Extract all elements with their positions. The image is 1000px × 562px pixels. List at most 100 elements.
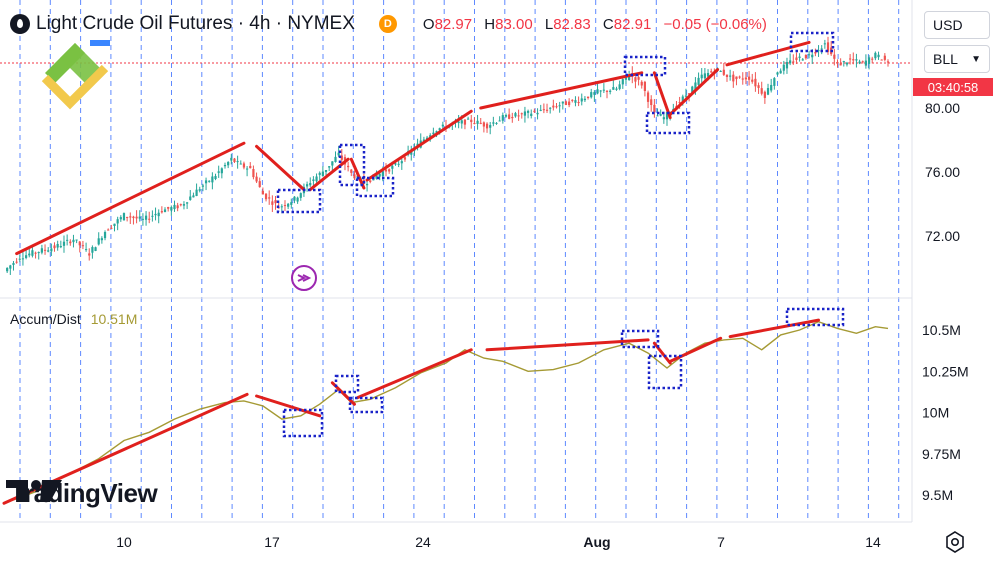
candle-body	[852, 59, 855, 61]
candle-body	[804, 54, 808, 59]
candle-body	[56, 243, 59, 248]
candle-body	[700, 74, 703, 79]
candle-body	[365, 183, 369, 186]
candle-body	[189, 196, 192, 200]
candle-body	[612, 87, 615, 90]
gear-icon[interactable]	[943, 530, 967, 554]
vertical-gridlines	[19, 0, 900, 522]
candle-body	[280, 206, 283, 208]
highlight-boxes	[276, 31, 845, 438]
candle-body	[40, 248, 43, 253]
candle-body	[751, 79, 754, 82]
highlight-box	[620, 329, 660, 349]
price-tick-label: 72.00	[925, 228, 960, 244]
indicator-legend[interactable]: Accum/Dist 10.51M	[10, 311, 137, 327]
candle-body	[817, 50, 820, 52]
indicator-name: Accum/Dist	[10, 311, 81, 327]
time-tick-label: 7	[717, 534, 725, 550]
delayed-data-badge[interactable]: D	[378, 15, 397, 33]
open-value: 82.97	[434, 15, 473, 33]
trend-line	[479, 71, 644, 110]
candle-body	[659, 114, 662, 116]
unit-select[interactable]: BLL ▼	[924, 45, 990, 73]
candle-body	[157, 212, 160, 217]
candle-body	[710, 71, 713, 73]
trend-line	[349, 157, 366, 190]
candle-body	[615, 88, 618, 90]
candle-body	[779, 70, 782, 74]
candle-body	[53, 245, 56, 249]
candle-body	[239, 163, 242, 165]
candle-body	[144, 215, 148, 220]
indicator-tick-label: 10M	[922, 405, 949, 421]
candle-body	[849, 58, 852, 60]
candle-body	[441, 124, 444, 127]
candle-body	[170, 207, 173, 211]
replay-icon[interactable]	[290, 264, 318, 292]
candle-body	[757, 85, 760, 88]
candle-body	[561, 101, 564, 104]
candle-body	[75, 239, 78, 241]
candle-body	[520, 113, 523, 115]
trend-line	[728, 318, 821, 339]
candle-body	[28, 253, 31, 256]
candle-body	[261, 190, 264, 195]
candle-body	[744, 77, 748, 80]
candle-body	[375, 174, 378, 179]
candle-body	[523, 111, 527, 116]
candle-body	[580, 98, 583, 102]
candle-body	[687, 93, 691, 95]
candle-body	[498, 120, 501, 122]
oil-drop-icon[interactable]	[10, 14, 30, 34]
candle-body	[855, 59, 858, 61]
candle-body	[495, 122, 498, 124]
candle-body	[220, 168, 223, 174]
currency-select[interactable]: USD	[924, 11, 990, 39]
candle-body	[195, 189, 198, 196]
candle-body	[479, 122, 482, 124]
candle-body	[782, 64, 785, 71]
candle-body	[397, 163, 400, 165]
trend-line	[668, 68, 720, 116]
time-tick-label: 14	[865, 534, 881, 550]
candle-body	[836, 61, 839, 64]
trend-line	[308, 157, 350, 192]
trend-line	[668, 336, 723, 363]
symbol-title[interactable]: Light Crude Oil Futures · 4h · NYMEX	[36, 13, 355, 34]
candle-body	[160, 211, 163, 213]
candle-body	[763, 91, 766, 98]
candle-body	[69, 241, 72, 244]
trend-line	[725, 40, 811, 67]
candle-body	[583, 98, 587, 101]
candle-body	[514, 113, 517, 117]
trend-line	[356, 348, 473, 400]
tradingview-watermark[interactable]: TradingView	[6, 478, 158, 509]
candle-body	[738, 76, 741, 78]
candle-body	[230, 157, 233, 161]
candle-body	[656, 115, 659, 117]
chevron-down-icon: ▼	[971, 53, 981, 65]
high-label: H	[484, 15, 496, 33]
candle-body	[201, 185, 205, 187]
candle-body	[760, 88, 763, 94]
indicator-tick-label: 10.5M	[922, 322, 961, 338]
candle-body	[245, 168, 249, 170]
candle-body	[643, 81, 647, 91]
accum-dist-line	[3, 320, 889, 504]
candle-body	[296, 197, 299, 202]
candle-body	[492, 122, 495, 124]
candle-body	[653, 104, 656, 113]
candle-body	[129, 216, 132, 218]
candle-body	[12, 263, 15, 265]
candle-body	[473, 123, 476, 125]
highlight-box	[334, 374, 360, 394]
candle-body	[381, 171, 384, 177]
candle-body	[318, 172, 321, 175]
candle-body	[21, 258, 25, 260]
candle-body	[558, 105, 561, 107]
candle-body	[400, 161, 403, 164]
candle-body	[274, 200, 277, 204]
candle-body	[334, 156, 337, 162]
close-value: 82.91	[613, 15, 652, 33]
